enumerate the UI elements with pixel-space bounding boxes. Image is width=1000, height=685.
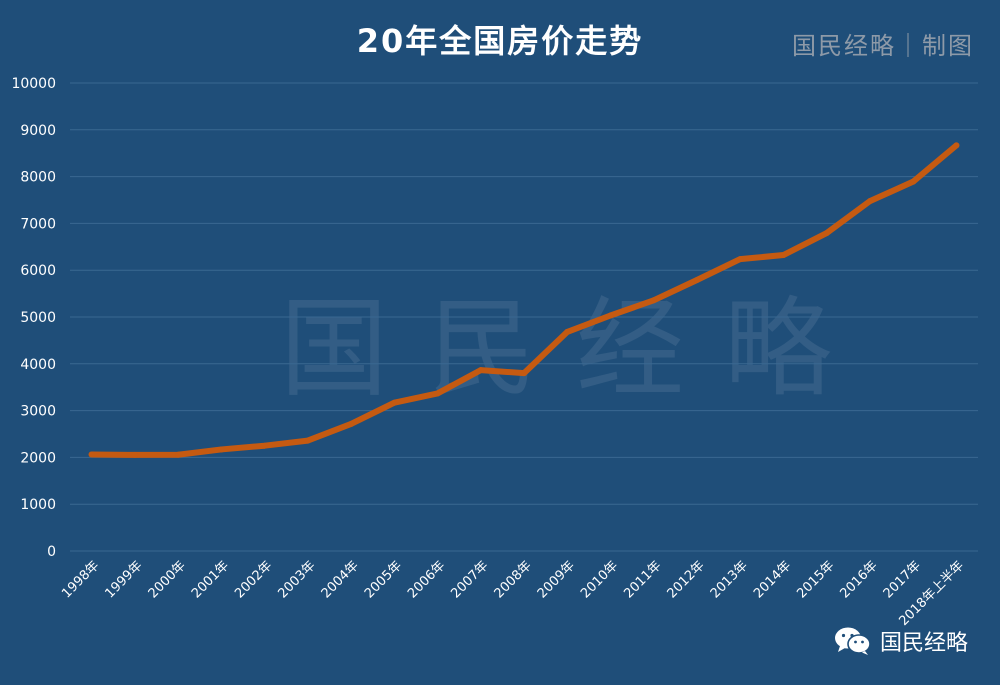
data-point bbox=[607, 312, 614, 319]
y-axis-ticks: 0 1000 2000 3000 4000 5000 6000 7000 8000 9000 100… bbox=[11, 76, 56, 560]
x-tick-label: 2007年 bbox=[448, 558, 491, 601]
data-point bbox=[304, 437, 311, 444]
y-tick-label: 1000 bbox=[20, 497, 56, 513]
gridlines bbox=[70, 82, 978, 552]
data-point bbox=[564, 328, 571, 335]
x-tick-label: 2015年 bbox=[794, 558, 837, 601]
data-point bbox=[521, 370, 527, 377]
data-point bbox=[650, 297, 657, 304]
x-tick-label: 1998年 bbox=[59, 558, 102, 601]
data-point bbox=[693, 276, 700, 283]
data-point bbox=[88, 451, 95, 458]
x-tick-label: 2002年 bbox=[232, 558, 275, 601]
data-point bbox=[218, 446, 225, 453]
series-line bbox=[88, 142, 960, 458]
data-point bbox=[823, 230, 830, 237]
data-point bbox=[780, 252, 787, 259]
data-point bbox=[434, 390, 441, 397]
brand: 国民经略 bbox=[834, 625, 968, 657]
data-point bbox=[391, 399, 398, 406]
x-tick-label: 2009年 bbox=[535, 558, 578, 601]
y-tick-label: 6000 bbox=[20, 263, 56, 279]
data-point bbox=[910, 178, 917, 185]
x-tick-label: 2005年 bbox=[362, 558, 405, 601]
x-tick-label: 1999年 bbox=[102, 558, 145, 601]
y-tick-label: 9000 bbox=[20, 123, 56, 139]
y-tick-label: 10000 bbox=[11, 76, 56, 92]
data-point bbox=[477, 367, 484, 374]
data-point bbox=[348, 420, 355, 427]
x-tick-label: 2010年 bbox=[578, 558, 621, 601]
data-point bbox=[175, 451, 182, 458]
x-tick-label: 2003年 bbox=[275, 558, 318, 601]
x-tick-label: 2013年 bbox=[708, 558, 751, 601]
x-tick-label: 2016年 bbox=[838, 558, 881, 601]
x-tick-label: 2011年 bbox=[621, 558, 664, 601]
x-tick-label: 2000年 bbox=[146, 558, 189, 601]
watermark: 国民经略 bbox=[280, 287, 873, 412]
x-tick-label: 2017年 bbox=[881, 558, 924, 601]
credit-label: 国民经略｜制图 bbox=[792, 32, 974, 60]
x-tick-label: 2006年 bbox=[405, 558, 448, 601]
data-point bbox=[953, 142, 960, 149]
data-point bbox=[866, 198, 873, 205]
x-tick-label: 2012年 bbox=[665, 558, 708, 601]
y-tick-label: 2000 bbox=[20, 450, 56, 466]
y-tick-label: 3000 bbox=[20, 404, 56, 420]
y-tick-label: 7000 bbox=[20, 216, 56, 232]
x-tick-label: 2008年 bbox=[492, 558, 535, 601]
data-point bbox=[737, 256, 744, 263]
y-tick-label: 5000 bbox=[20, 310, 56, 326]
data-point bbox=[261, 442, 268, 449]
series-layer bbox=[88, 142, 960, 458]
x-tick-label: 2014年 bbox=[751, 558, 794, 601]
wechat-icon bbox=[834, 627, 871, 655]
x-axis-ticks: 1998年 1999年 2000年 2001年 2002年 2003年 2004年 2005年… bbox=[59, 558, 967, 629]
y-tick-label: 4000 bbox=[20, 357, 56, 373]
x-tick-label: 2004年 bbox=[319, 558, 362, 601]
chart-title: 20年全国房价走势 bbox=[356, 22, 644, 60]
x-tick-label: 2001年 bbox=[189, 558, 232, 601]
y-tick-label: 8000 bbox=[20, 170, 56, 186]
y-tick-label: 0 bbox=[47, 544, 56, 560]
brand-label: 国民经略 bbox=[879, 631, 968, 656]
data-point bbox=[131, 451, 138, 458]
